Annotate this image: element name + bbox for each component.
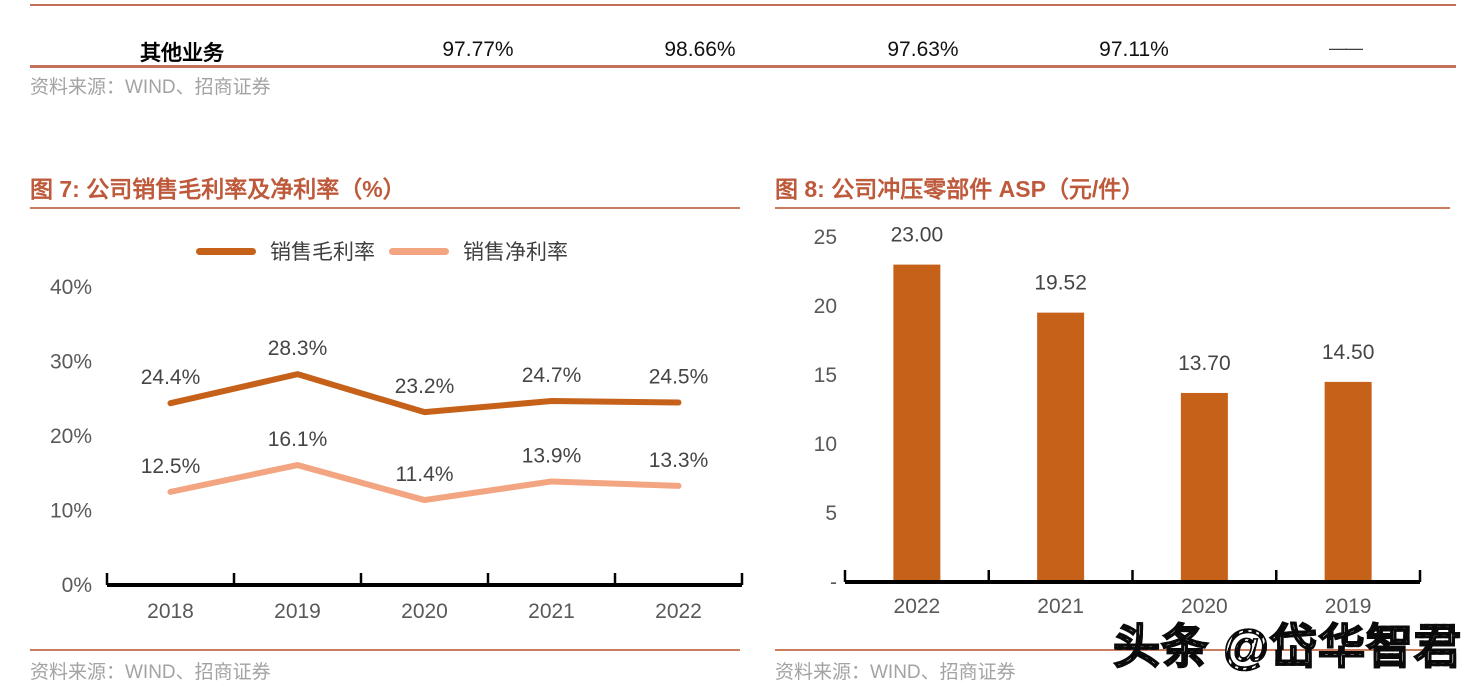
table-top-border xyxy=(30,4,1456,6)
bar xyxy=(893,264,941,582)
bar-value-label: 13.70 xyxy=(1178,352,1231,375)
figure8-title: 图 8: 公司冲压零部件 ASP（元/件） xyxy=(775,176,1145,202)
data-label: 12.5% xyxy=(141,455,201,478)
table-source: 资料来源：WIND、招商证券 xyxy=(30,77,271,98)
y-axis-label: 20 xyxy=(814,295,837,318)
figure7-title: 图 7: 公司销售毛利率及净利率（%） xyxy=(30,176,406,202)
y-axis-label: 25 xyxy=(814,226,837,249)
x-axis-label: 2020 xyxy=(401,600,448,623)
table-cell-dash: —— xyxy=(1329,38,1363,58)
table-cell-2022: 97.11% xyxy=(1099,38,1169,61)
y-axis-label: 0% xyxy=(62,574,92,597)
figure8-source: 资料来源：WIND、招商证券 xyxy=(775,662,1016,683)
y-axis-label: 30% xyxy=(50,351,92,374)
bar xyxy=(1037,312,1085,582)
figure7-legend: 销售毛利率 销售净利率 xyxy=(196,236,568,266)
y-axis-label: 40% xyxy=(50,276,92,299)
x-axis-label: 2018 xyxy=(147,600,194,623)
series-line-0 xyxy=(167,371,682,416)
bar-value-label: 14.50 xyxy=(1322,341,1375,364)
table-cell-2019: 97.77% xyxy=(442,38,514,61)
table-bottom-border xyxy=(30,65,1456,68)
data-label: 11.4% xyxy=(396,463,454,486)
bar-value-label: 19.52 xyxy=(1034,272,1087,295)
x-axis-label: 2022 xyxy=(894,595,941,618)
y-axis-label: 10 xyxy=(814,433,837,456)
table-cell-2020: 98.66% xyxy=(664,38,736,61)
data-label: 16.1% xyxy=(268,428,328,451)
y-axis-label: 20% xyxy=(50,425,92,448)
data-label: 28.3% xyxy=(268,337,328,360)
data-label: 13.3% xyxy=(649,449,709,472)
legend-swatch-gross-margin xyxy=(196,247,256,255)
y-axis-label: 5 xyxy=(825,502,837,525)
bar xyxy=(1180,392,1228,582)
y-axis-label: - xyxy=(830,571,837,594)
y-axis-label: 15 xyxy=(814,364,837,387)
margin-line-chart: 0% 10% 20% 30% 40% 2018 2019 2020 2021 2022 24.4% 2… xyxy=(50,276,744,623)
table-cell-2021: 97.63% xyxy=(887,38,959,61)
legend-label-gross-margin: 销售毛利率 xyxy=(270,241,375,264)
x-axis-label: 2019 xyxy=(274,600,321,623)
data-label: 24.4% xyxy=(141,366,201,389)
x-axis-label: 2021 xyxy=(528,600,575,623)
x-axis-label: 2019 xyxy=(1325,595,1372,618)
bar-value-label: 23.00 xyxy=(891,224,944,247)
x-axis-label: 2022 xyxy=(655,600,702,623)
legend-swatch-net-margin xyxy=(389,247,449,255)
x-axis-label: 2021 xyxy=(1037,595,1084,618)
toutiao-watermark: 头条 @岱华智君 xyxy=(1112,614,1462,680)
y-axis-label: 10% xyxy=(50,500,92,523)
data-label: 23.2% xyxy=(395,375,455,398)
data-label: 24.7% xyxy=(522,364,582,387)
figure7-source: 资料来源：WIND、招商证券 xyxy=(30,662,271,683)
table-row-label: 其他业务 xyxy=(140,41,224,65)
bar xyxy=(1324,381,1372,582)
legend-label-net-margin: 销售净利率 xyxy=(463,241,568,264)
asp-bar-chart: - 5 10 15 20 25 23.00 19.52 13.70 14.50 2022 2021 20… xyxy=(814,224,1422,618)
data-label: 13.9% xyxy=(522,444,582,467)
figure8-title-rule xyxy=(775,207,1450,209)
series-line-1 xyxy=(167,462,682,504)
figure7-title-rule xyxy=(30,207,740,209)
figure7-bottom-rule xyxy=(30,649,740,651)
x-axis-label: 2020 xyxy=(1181,595,1228,618)
figure8-bottom-rule xyxy=(775,649,1455,651)
data-label: 24.5% xyxy=(649,365,709,388)
